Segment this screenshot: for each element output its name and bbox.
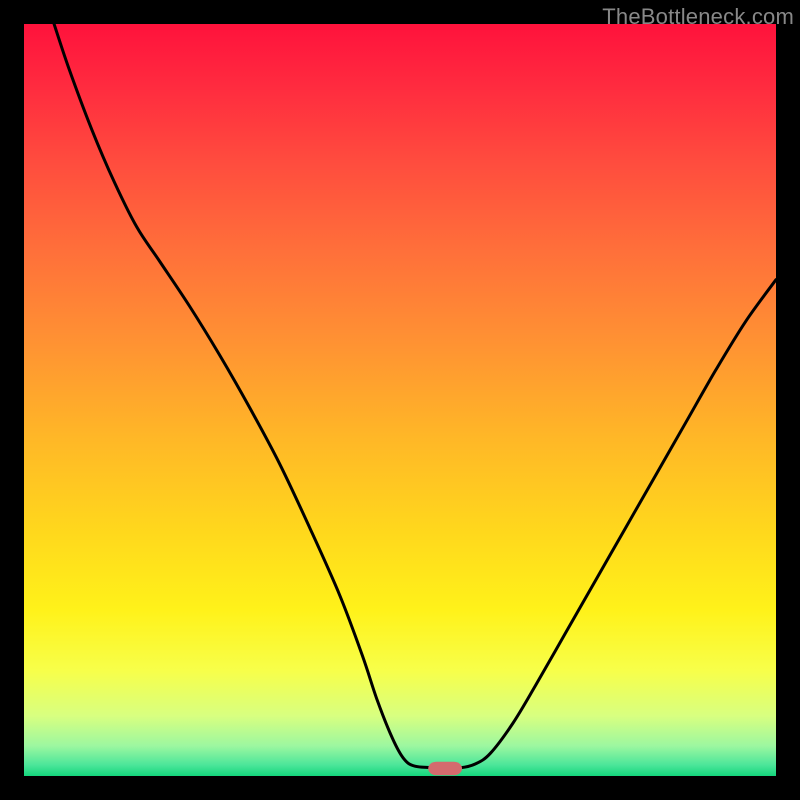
- gradient-background: [24, 24, 776, 776]
- watermark-label: TheBottleneck.com: [602, 4, 794, 30]
- optimal-marker: [428, 762, 462, 776]
- bottleneck-chart: [24, 24, 776, 776]
- chart-container: TheBottleneck.com: [0, 0, 800, 800]
- plot-area: [24, 24, 776, 776]
